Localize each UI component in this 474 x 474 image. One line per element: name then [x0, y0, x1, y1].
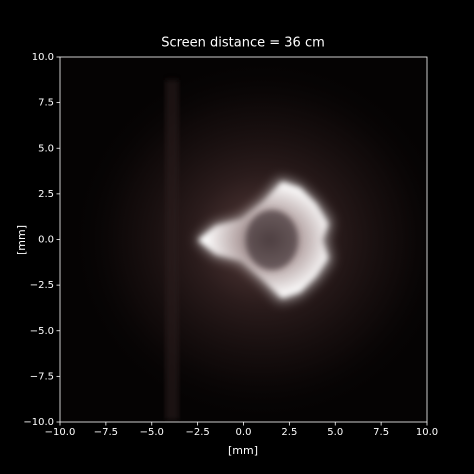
streak — [165, 80, 179, 420]
x-tick-label: 0.0 — [236, 427, 252, 438]
y-tick-label: 2.5 — [38, 189, 54, 200]
y-tick-label: −5.0 — [30, 326, 54, 337]
pattern-center — [246, 210, 298, 270]
y-tick-label: 5.0 — [38, 143, 54, 154]
y-axis-label: [mm] — [15, 225, 28, 255]
x-tick-label: 7.5 — [373, 427, 389, 438]
y-tick-label: −10.0 — [23, 417, 54, 428]
y-tick-label: −2.5 — [30, 280, 54, 291]
x-tick-label: −2.5 — [185, 427, 209, 438]
y-tick-label: 0.0 — [38, 235, 54, 246]
x-tick-label: 2.5 — [281, 427, 297, 438]
x-tick-label: −5.0 — [140, 427, 164, 438]
x-tick-label: −7.5 — [94, 427, 118, 438]
diffraction-image — [60, 57, 427, 422]
y-tick-label: 7.5 — [38, 98, 54, 109]
x-tick-label: −10.0 — [45, 427, 76, 438]
chart-title: Screen distance = 36 cm — [161, 36, 325, 51]
y-tick-label: −7.5 — [30, 371, 54, 382]
x-tick-label: 10.0 — [416, 427, 438, 438]
x-axis-label: [mm] — [228, 444, 258, 457]
x-tick-label: 5.0 — [327, 427, 343, 438]
y-tick-label: 10.0 — [32, 52, 54, 63]
